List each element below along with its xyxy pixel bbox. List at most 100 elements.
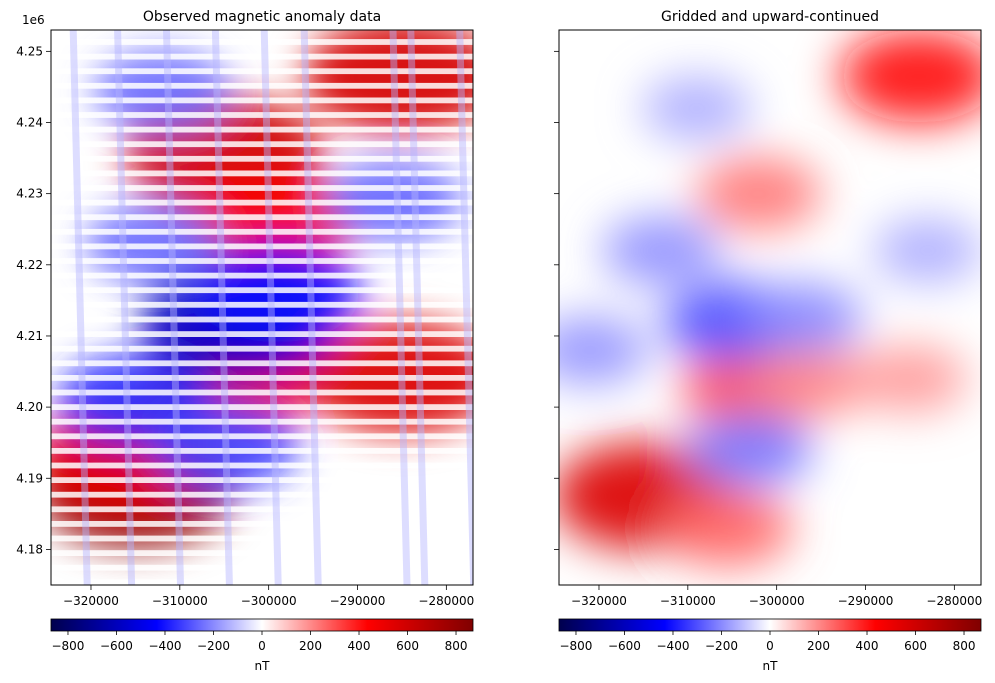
tie-line-0 (69, 30, 91, 585)
y-tick-label-3: 4.21 (16, 329, 43, 343)
line-gap-4 (51, 97, 473, 104)
y-tick-label-6: 4.24 (16, 116, 43, 130)
line-gap-22 (51, 360, 473, 367)
cb-tick-label-5: 200 (299, 639, 322, 653)
tie-line-6 (389, 30, 411, 585)
line-gap-26 (51, 418, 473, 425)
anomaly-blob-2 (839, 30, 981, 123)
y-tick-label-0: 4.18 (16, 542, 43, 556)
line-gap-11 (51, 199, 473, 206)
anomaly-blob-5 (752, 346, 873, 418)
anomaly-blob-8 (743, 282, 864, 354)
cb-tick-label-6: 400 (856, 639, 879, 653)
line-gap-32 (51, 506, 473, 513)
y-tick-label-1: 4.19 (16, 471, 43, 485)
line-gap-14 (51, 243, 473, 250)
line-gap-5 (51, 112, 473, 118)
line-gap-35 (51, 550, 473, 556)
x-tick-label-4: −280000 (418, 594, 474, 608)
left-survey-mask (51, 30, 473, 585)
line-gap-1 (51, 53, 473, 60)
y-tick-label-7: 4.25 (16, 44, 43, 58)
cb-tick-label-0: −800 (51, 639, 84, 653)
left-plot-frame (50, 29, 474, 586)
tie-line-1 (114, 30, 136, 585)
right-anomaly-field (559, 30, 981, 567)
line-gap-24 (51, 389, 473, 396)
left-panel-title: Observed magnetic anomaly data (143, 9, 381, 25)
cb-tick-label-5: 200 (807, 639, 830, 653)
line-gap-34 (51, 535, 473, 542)
left-colorbar-ticks: −800 −600 −400 −200 0 200 400 600 800 (51, 631, 467, 653)
line-gap-37 (51, 579, 473, 585)
cb-tick-label-7: 600 (396, 639, 419, 653)
left-y-axis: 4.18 4.19 4.20 4.21 4.22 4.23 4.24 4.25 (16, 44, 51, 556)
line-gap-8 (51, 155, 473, 162)
cb-tick-label-0: −800 (559, 639, 592, 653)
line-gap-0 (51, 39, 473, 45)
right-x-axis: −320000 −310000 −300000 −290000 −280000 (571, 585, 982, 608)
left-x-axis: −320000 −310000 −300000 −290000 −280000 (63, 585, 474, 608)
x-tick-label-0: −320000 (571, 594, 627, 608)
right-plot-frame (558, 29, 982, 586)
right-y-axis (554, 50, 559, 550)
left-colorbar: −800 −600 −400 −200 0 200 400 600 800 nT (50, 618, 474, 673)
anomaly-blob-13 (873, 218, 981, 283)
anomaly-blob-3 (696, 156, 822, 231)
right-colorbar-label: nT (763, 659, 779, 673)
x-tick-label-0: −320000 (63, 594, 119, 608)
right-colorbar-gradient (558, 618, 982, 632)
line-gap-27 (51, 433, 473, 440)
left-y-offset-label: 1e6 (22, 13, 45, 27)
line-gap-19 (51, 316, 473, 323)
cb-tick-label-8: 800 (445, 639, 468, 653)
cb-tick-label-7: 600 (904, 639, 927, 653)
line-gap-10 (51, 185, 473, 191)
anomaly-blob-1 (662, 489, 793, 567)
right-panel-title: Gridded and upward-continued (661, 9, 879, 25)
line-gap-25 (51, 404, 473, 410)
tie-line-2 (163, 30, 184, 585)
x-tick-label-4: −280000 (926, 594, 982, 608)
anomaly-blob-6 (852, 344, 968, 413)
x-tick-label-2: −300000 (241, 594, 297, 608)
x-tick-label-2: −300000 (749, 594, 805, 608)
left-colorbar-label: nT (255, 659, 271, 673)
right-colorbar: −800 −600 −400 −200 0 200 400 600 800 nT (558, 618, 982, 673)
line-gap-6 (51, 126, 473, 133)
x-tick-label-3: −290000 (330, 594, 386, 608)
cb-tick-label-1: −600 (100, 639, 133, 653)
cb-tick-label-3: −200 (197, 639, 230, 653)
left-colorbar-gradient (50, 618, 474, 632)
cb-tick-label-2: −400 (149, 639, 182, 653)
tie-line-5 (300, 30, 322, 585)
x-tick-label-1: −310000 (152, 594, 208, 608)
left-panel: Observed magnetic anomaly data 1e6 −3200… (16, 9, 474, 608)
line-gap-13 (51, 228, 473, 235)
anomaly-blob-10 (642, 76, 752, 141)
line-gap-17 (51, 287, 473, 294)
line-gap-7 (51, 141, 473, 148)
cb-tick-label-1: −600 (608, 639, 641, 653)
line-gap-18 (51, 301, 473, 308)
line-gap-21 (51, 345, 473, 352)
line-gap-16 (51, 272, 473, 279)
line-gap-23 (51, 375, 473, 381)
cb-tick-label-4: 0 (766, 639, 774, 653)
tie-line-3 (211, 30, 233, 585)
y-tick-label-4: 4.22 (16, 258, 43, 272)
cb-tick-label-2: −400 (657, 639, 690, 653)
tie-line-7 (407, 30, 429, 585)
line-gap-29 (51, 462, 473, 469)
cb-tick-label-3: −200 (705, 639, 738, 653)
line-gap-2 (51, 68, 473, 75)
line-gap-12 (51, 214, 473, 221)
x-tick-label-3: −290000 (838, 594, 894, 608)
line-gap-31 (51, 491, 473, 498)
anomaly-blob-9 (602, 215, 721, 286)
cb-tick-label-6: 400 (348, 639, 371, 653)
line-gap-15 (51, 258, 473, 264)
line-gap-3 (51, 82, 473, 89)
line-gap-36 (51, 564, 473, 571)
